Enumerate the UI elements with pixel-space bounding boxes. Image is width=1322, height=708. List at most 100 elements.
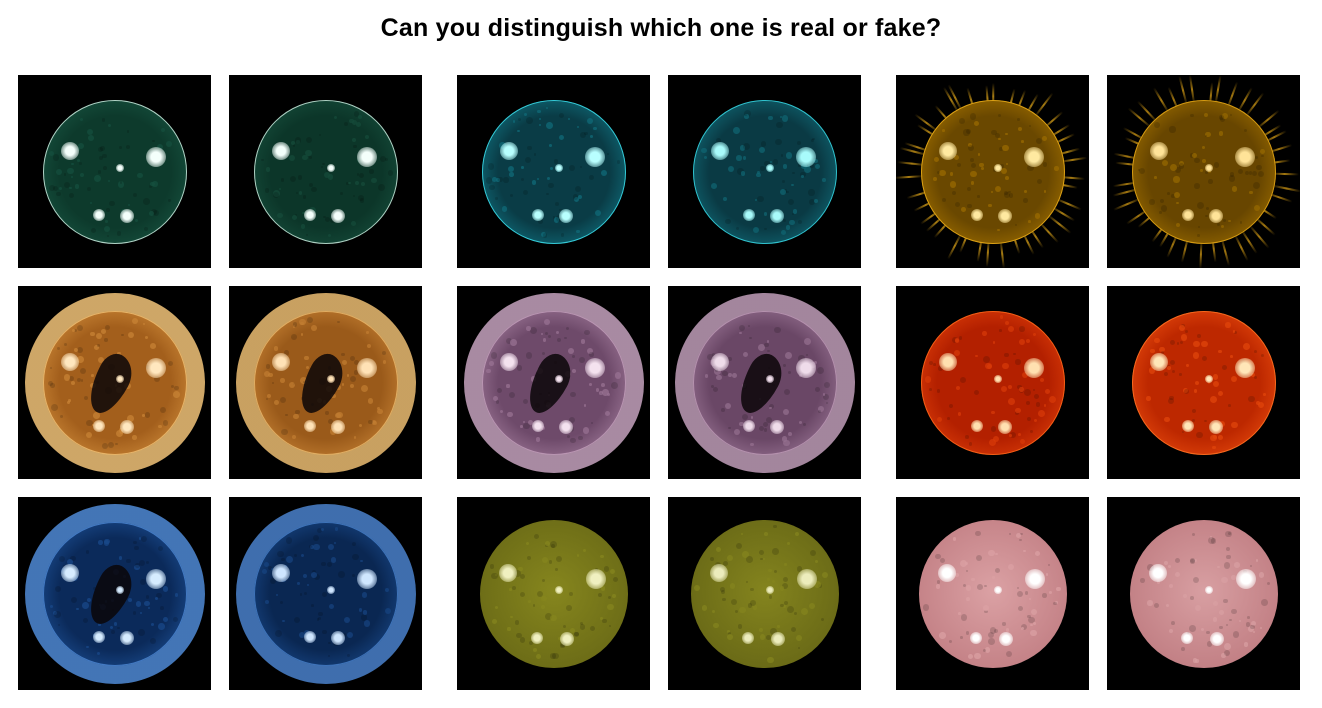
solar-disk xyxy=(1129,519,1278,668)
surface-texture xyxy=(552,652,560,660)
surface-texture xyxy=(611,594,616,599)
surface-texture xyxy=(550,544,555,549)
surface-texture xyxy=(489,563,495,569)
surface-texture xyxy=(783,577,789,583)
surface-texture xyxy=(1053,602,1057,606)
surface-texture xyxy=(786,542,790,546)
surface-texture xyxy=(494,573,498,577)
surface-texture xyxy=(1020,532,1023,536)
solar-limb xyxy=(1131,310,1276,455)
surface-texture xyxy=(779,586,785,591)
active-region xyxy=(498,563,517,582)
surface-texture xyxy=(1243,642,1248,647)
surface-texture xyxy=(1168,584,1173,589)
solar-image-bronze-b xyxy=(229,286,422,479)
active-region xyxy=(559,632,574,647)
surface-texture xyxy=(1007,563,1015,571)
surface-texture xyxy=(1190,559,1195,564)
surface-texture xyxy=(1033,621,1037,625)
surface-texture xyxy=(760,557,763,561)
solar-disk xyxy=(918,519,1067,668)
solar-limb xyxy=(253,521,398,666)
surface-texture xyxy=(974,652,981,659)
surface-texture xyxy=(550,653,556,659)
surface-texture xyxy=(801,607,809,615)
surface-texture xyxy=(795,634,802,642)
surface-texture xyxy=(1048,590,1052,595)
surface-texture xyxy=(1140,578,1145,584)
solar-image-bronze-a xyxy=(18,286,211,479)
surface-texture xyxy=(971,577,975,582)
surface-texture xyxy=(727,630,731,634)
surface-texture xyxy=(759,627,764,632)
solar-image-rose-b xyxy=(1107,497,1300,690)
surface-texture xyxy=(491,619,497,625)
surface-texture xyxy=(542,556,549,563)
surface-texture xyxy=(550,541,557,549)
surface-texture xyxy=(1223,562,1231,569)
surface-texture xyxy=(600,616,603,620)
surface-texture xyxy=(1181,647,1185,652)
surface-texture xyxy=(526,556,532,561)
surface-texture xyxy=(597,593,602,597)
surface-texture xyxy=(976,583,983,590)
surface-texture xyxy=(1226,624,1229,627)
surface-texture xyxy=(541,595,547,602)
surface-texture xyxy=(540,605,545,609)
surface-texture xyxy=(555,568,558,572)
surface-texture xyxy=(726,554,734,562)
surface-texture xyxy=(768,595,773,599)
surface-texture xyxy=(519,573,525,579)
solar-image-mauve-a xyxy=(457,286,650,479)
surface-texture xyxy=(1171,620,1175,625)
surface-texture xyxy=(735,542,742,550)
surface-texture xyxy=(759,634,766,641)
surface-texture xyxy=(509,588,512,591)
solar-image-red-a xyxy=(896,286,1089,479)
surface-texture xyxy=(745,556,753,563)
surface-texture xyxy=(608,595,612,599)
surface-texture xyxy=(1190,596,1194,601)
active-region xyxy=(531,631,544,644)
solar-limb xyxy=(42,310,187,455)
surface-texture xyxy=(536,590,544,598)
surface-texture xyxy=(1018,606,1024,612)
active-region xyxy=(1025,568,1046,589)
surface-texture xyxy=(965,630,970,635)
surface-texture xyxy=(556,555,563,562)
surface-texture xyxy=(988,549,995,557)
surface-texture xyxy=(772,547,779,555)
surface-texture xyxy=(952,536,957,541)
surface-texture xyxy=(1231,575,1236,580)
surface-texture xyxy=(1193,576,1200,584)
surface-texture xyxy=(1017,591,1023,597)
surface-texture xyxy=(576,554,580,558)
surface-texture xyxy=(608,624,612,627)
solar-disk xyxy=(690,519,839,668)
surface-texture xyxy=(776,625,780,629)
surface-texture xyxy=(975,530,981,537)
solar-limb xyxy=(42,99,187,244)
surface-texture xyxy=(1227,531,1231,535)
surface-texture xyxy=(609,568,616,574)
surface-texture xyxy=(793,611,798,616)
active-region xyxy=(1181,631,1194,644)
solar-limb xyxy=(253,99,398,244)
surface-texture xyxy=(940,557,946,563)
surface-texture xyxy=(992,575,996,579)
surface-texture xyxy=(1030,623,1033,627)
surface-texture xyxy=(1221,576,1228,584)
surface-texture xyxy=(1195,659,1199,663)
surface-texture xyxy=(1166,603,1170,608)
solar-image-mauve-b xyxy=(668,286,861,479)
surface-texture xyxy=(1009,532,1012,535)
surface-texture xyxy=(1163,561,1168,566)
surface-texture xyxy=(579,624,586,630)
surface-texture xyxy=(1212,617,1218,622)
surface-texture xyxy=(740,533,744,536)
surface-texture xyxy=(1207,536,1215,544)
solar-image-cyan-b xyxy=(668,75,861,268)
surface-texture xyxy=(1005,628,1010,632)
surface-texture xyxy=(763,557,766,560)
surface-texture xyxy=(1200,627,1204,632)
